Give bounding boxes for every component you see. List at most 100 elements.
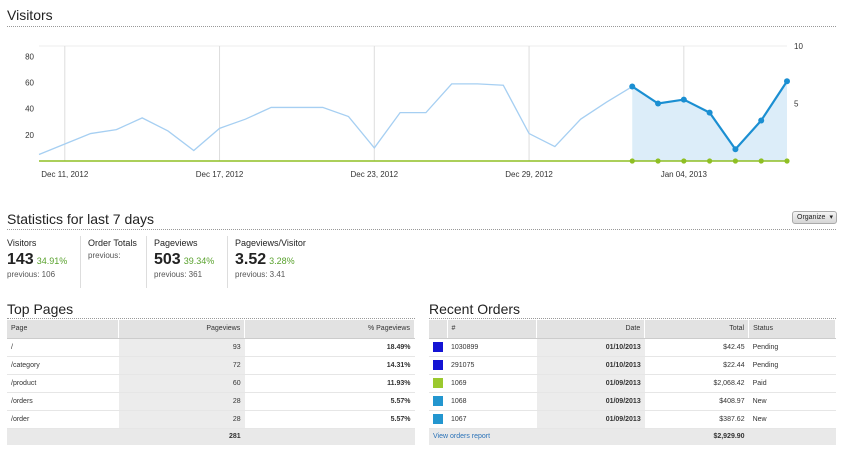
order-status: New [748, 392, 836, 411]
table-row[interactable]: 1068 01/09/2013 $408.97 New [429, 392, 836, 411]
table-row[interactable]: 1030899 01/10/2013 $42.45 Pending [429, 338, 836, 357]
current-period-point [680, 96, 687, 103]
previous-period-line [38, 83, 633, 156]
stat-visitors-change: 34.91% [36, 256, 68, 266]
page-pageviews: 93 [118, 338, 245, 357]
stat-separator [80, 236, 81, 288]
order-swatch [433, 396, 443, 406]
col-header-total[interactable]: Total [644, 320, 750, 339]
stat-pageviews-per-visitor: Pageviews/Visitor 3.52 3.28% previous: 3.… [235, 238, 306, 279]
view-orders-report-link[interactable]: View orders report [433, 433, 491, 441]
x-tick-label: Dec 11, 2012 [41, 170, 89, 179]
page-path: /order [7, 410, 119, 429]
stat-ppv-label: Pageviews/Visitor [235, 238, 306, 248]
top-pages-divider [7, 318, 415, 319]
table-row: /category 72 14.31% [7, 356, 415, 375]
total-pageviews: 281 [118, 428, 245, 445]
visitors-title: Visitors [7, 7, 53, 23]
col-header-page[interactable]: Page [7, 320, 120, 339]
stat-pageviews-value: 503 [154, 251, 181, 268]
order-color-cell [429, 374, 447, 393]
page-pct: 18.49% [244, 338, 415, 357]
footer-empty [7, 428, 119, 445]
visitors-divider [7, 26, 836, 27]
order-number: 1067 [447, 410, 537, 429]
order-date: 01/09/2013 [536, 392, 645, 411]
x-tick-label: Dec 29, 2012 [505, 170, 553, 179]
top-pages-title: Top Pages [7, 301, 74, 317]
stats-divider [7, 229, 836, 230]
stat-ppv-previous: previous: 3.41 [235, 270, 286, 279]
organize-label: Organize [797, 214, 826, 221]
page-pageviews: 60 [118, 374, 245, 393]
stat-order-totals: Order Totals previous: [88, 238, 137, 260]
col-header-color [429, 320, 448, 339]
orders-point [681, 158, 687, 164]
recent-orders-table: # Date Total Status 1030899 01/10/2013 $… [429, 320, 836, 445]
table-row[interactable]: 1067 01/09/2013 $387.62 New [429, 410, 836, 429]
stat-ppv-change: 3.28% [269, 256, 295, 266]
stat-order-totals-previous: previous: [88, 251, 121, 260]
table-row[interactable]: 1069 01/09/2013 $2,068.42 Paid [429, 374, 836, 393]
order-date: 01/09/2013 [536, 410, 645, 429]
stat-ppv-value: 3.52 [235, 251, 267, 268]
organize-button[interactable]: Organize ▾ [792, 211, 837, 224]
current-period-point [629, 83, 636, 90]
order-status: Pending [748, 356, 836, 375]
stat-visitors-previous: previous: 106 [7, 270, 56, 279]
stat-pageviews-label: Pageviews [154, 238, 198, 248]
stat-pageviews: Pageviews 503 39.34% previous: 361 [154, 238, 214, 279]
orders-grand-total: $2,929.90 [644, 428, 749, 445]
table-footer-row: 281 [7, 428, 415, 445]
stats-title: Statistics for last 7 days [7, 211, 155, 227]
current-period-point [655, 100, 662, 107]
table-row: /order 28 5.57% [7, 410, 415, 429]
order-swatch [433, 342, 443, 352]
order-swatch [433, 360, 443, 370]
stat-visitors-label: Visitors [7, 238, 37, 248]
page-path: /orders [7, 392, 119, 411]
y-left-tick-label: 60 [25, 79, 34, 88]
stat-separator [146, 236, 147, 288]
page-pageviews: 28 [118, 410, 245, 429]
table-row: / 93 18.49% [7, 338, 415, 357]
table-header-row: # Date Total Status [429, 320, 836, 339]
page-pct: 14.31% [244, 356, 415, 375]
table-row: /product 60 11.93% [7, 374, 415, 393]
y-right-tick-label: 5 [794, 100, 799, 109]
order-number: 1069 [447, 374, 537, 393]
col-header-pageviews[interactable]: Pageviews [118, 320, 246, 339]
orders-point [732, 158, 739, 164]
table-row[interactable]: 291075 01/10/2013 $22.44 Pending [429, 356, 836, 375]
order-status: New [748, 410, 836, 429]
order-status: Paid [748, 374, 836, 393]
y-left-tick-label: 80 [25, 52, 34, 61]
current-period-point [706, 109, 713, 116]
current-period-point [732, 146, 739, 153]
orders-point [655, 158, 661, 164]
order-total: $22.44 [644, 356, 749, 375]
table-header-row: Page Pageviews % Pageviews [7, 320, 415, 339]
x-tick-label: Jan 04, 2013 [661, 170, 708, 179]
table-footer-row: View orders report $2,929.90 [429, 428, 836, 445]
orders-point [707, 158, 713, 164]
table-row: /orders 28 5.57% [7, 392, 415, 411]
col-header-date[interactable]: Date [536, 320, 646, 339]
order-color-cell [429, 410, 447, 429]
order-date: 01/10/2013 [536, 356, 645, 375]
stat-pageviews-change: 39.34% [183, 256, 215, 266]
orders-point [758, 158, 764, 164]
chevron-down-icon: ▾ [829, 214, 833, 221]
page-path: /category [7, 356, 119, 375]
recent-orders-divider [429, 318, 836, 319]
current-period-point [784, 78, 790, 85]
page-pct: 5.57% [244, 392, 415, 411]
order-date: 01/09/2013 [536, 374, 645, 393]
order-total: $2,068.42 [644, 374, 749, 393]
orders-point [629, 158, 635, 164]
col-header-number[interactable]: # [447, 320, 538, 339]
page-pageviews: 72 [118, 356, 245, 375]
col-header-status[interactable]: Status [748, 320, 836, 339]
col-header-pct-pageviews[interactable]: % Pageviews [244, 320, 415, 339]
page-pageviews: 28 [118, 392, 245, 411]
